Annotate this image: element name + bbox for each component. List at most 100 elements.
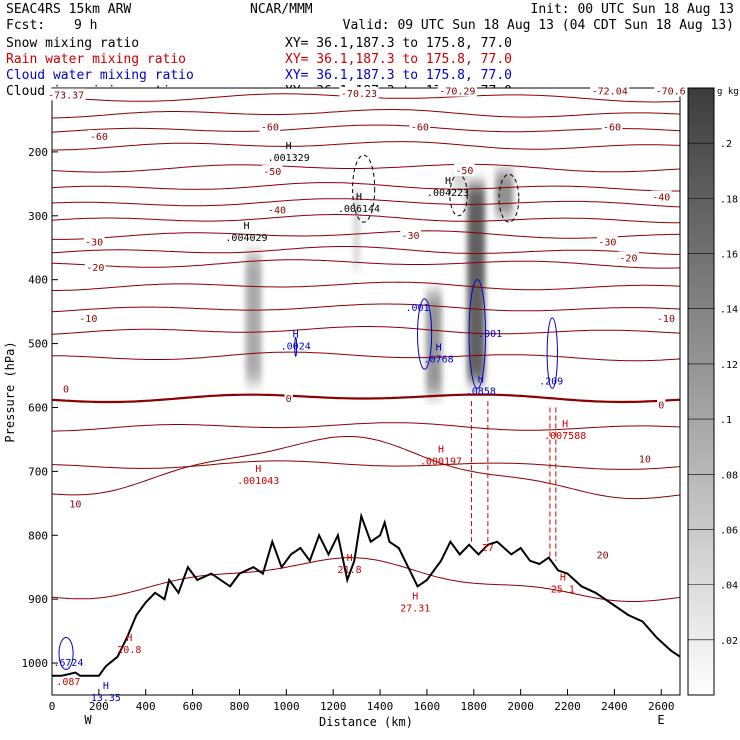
isotherm-label: -60 [90,132,108,143]
maximum-value: 13.35 [91,693,121,704]
plot-area [52,88,680,695]
shaded-plume [353,190,360,267]
maximum-value: .0768 [424,354,454,365]
east-label: E [657,713,664,727]
isotherm-line [52,422,680,432]
colorbar-label: .18 [720,194,738,205]
isotherm-label: -50 [455,166,473,177]
colorbar-label: .12 [720,360,738,371]
isotherm-label: -30 [598,237,616,248]
isotherm-label: -50 [263,167,281,178]
isotherm-label: -60 [603,122,621,133]
maximum-value: .0858 [466,386,496,397]
isotherm-label-bg [46,88,86,101]
isotherm-line [52,109,680,119]
isotherm-line [52,141,680,151]
center-label: NCAR/MMM [250,2,313,17]
maximum-marker: H [560,572,566,583]
isotherm-label: -10 [79,314,97,325]
maximum-value: 21.8 [338,565,362,576]
isotherm-label-bg [650,190,672,203]
x-tick-label: 0 [49,700,56,713]
isotherm-label-bg [655,312,677,325]
isotherm-label: -10 [657,314,675,325]
maximum-value: .001 [406,303,430,314]
isotherm-line [52,198,680,208]
isotherm-label: 10 [639,455,651,466]
isotherm-label: -60 [261,122,279,133]
isotherm-line [52,182,680,192]
isotherm-line [52,214,680,224]
colorbar-ticks: .02 .04 .06 .08 .1 .12 .14 .16 .18 .2 [688,87,738,696]
colorbar-label: .1 [720,415,732,426]
colorbar-label: .14 [720,305,738,316]
shaded-plume [245,254,262,382]
colorbar-label: .2 [720,139,732,150]
isotherm-line [52,557,680,602]
x-axis: 0 200 400 600 800 1000 1200 1400 1600 1800 2000 220… [49,689,675,713]
colorbar-label: .04 [720,581,738,592]
maximum-marker: H [255,464,261,475]
isotherm-label: -20 [86,263,104,274]
isotherm-label-bg [259,120,281,133]
x-tick-label: 2600 [648,700,675,713]
maxima-labels: H.001329H.006144H.004223H.004029H.0024.0… [53,141,586,704]
maximum-value: .004223 [427,188,469,199]
colorbar-label: .02 [720,636,738,647]
isotherm-label: -70.6 [656,87,686,98]
field-xy: XY= 36.1,187.3 to 175.8, 77.0 [285,36,512,51]
isotherm-label: 0 [63,384,69,395]
isotherm-label: -70.23 [341,89,377,100]
y-tick-label: 400 [28,274,48,287]
isotherm-label: -72.04 [592,87,628,98]
isotherm-label: -60 [411,122,429,133]
maximum-marker: H [126,633,132,644]
y-tick-label: 600 [28,401,48,414]
isotherm-label-bg [284,391,293,404]
isotherm-label-bg [261,165,283,178]
colorbar-label: .06 [720,525,738,536]
maximum-value: .004029 [225,233,267,244]
maximum-marker: H [103,681,109,692]
y-tick-label: 900 [28,593,48,606]
isotherm-label-bg [637,452,653,465]
isotherm-label-bg [88,129,110,142]
isotherm-label-bg [339,87,379,100]
terrain-line [52,512,680,677]
maximum-marker: H [356,192,362,203]
isotherm-line [52,303,680,313]
x-tick-label: 1000 [273,700,300,713]
isotherm-line [52,259,680,269]
x-tick-label: 1600 [414,700,441,713]
isotherm-label-bg [590,84,630,97]
isotherm-line [52,393,680,404]
shaded-plume [425,292,442,395]
west-label: W [84,713,92,727]
y-tick-label: 800 [28,529,48,542]
isotherm-label: 10 [69,499,81,510]
maximum-marker: H [347,553,353,564]
y-tick-label: 1000 [22,657,49,670]
isotherm-label-bg [618,251,639,264]
field-label: Snow mixing ratio [6,36,139,51]
isotherm-line [52,351,680,362]
isotherm-label-bg [657,398,666,411]
isotherm-label: -40 [652,193,670,204]
maximum-marker: H [286,141,292,152]
isotherm-label: -20 [619,253,637,264]
isotherm-label: -70.29 [439,87,475,98]
maximum-value: .006144 [338,204,380,215]
isotherm-line [52,124,680,133]
maximum-value: .000197 [420,457,462,468]
isotherm-label-bg [454,163,475,176]
cloud-water-contour [468,279,487,389]
isotherm-line [52,326,680,335]
isotherm-label: -30 [85,237,103,248]
field-xy: XY= 36.1,187.3 to 175.8, 77.0 [285,52,512,67]
maximum-value: .0024 [281,342,311,353]
isotherm-label: -73.37 [48,90,84,101]
isotherm-line [52,460,680,470]
isotherm-label-bg [61,382,71,395]
cloud-ice-contour [352,154,376,223]
temperature-isotherms [52,93,680,602]
